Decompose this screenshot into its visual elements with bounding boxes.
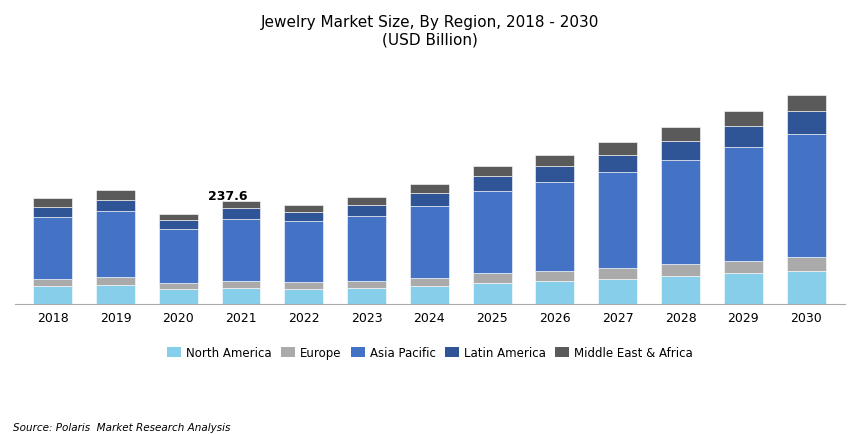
Bar [159, 230, 198, 283]
Bar [347, 206, 386, 217]
Bar [34, 287, 72, 304]
Bar [96, 191, 135, 200]
Text: Source: Polaris  Market Research Analysis: Source: Polaris Market Research Analysis [13, 422, 230, 432]
Bar [473, 283, 512, 304]
Bar [34, 279, 72, 287]
Bar [410, 207, 449, 278]
Bar [724, 127, 763, 147]
Bar [661, 277, 700, 304]
Bar [661, 142, 700, 161]
Bar [34, 207, 72, 218]
Bar [661, 265, 700, 277]
Bar [536, 271, 574, 281]
Bar [410, 194, 449, 207]
Bar [159, 221, 198, 230]
Bar [222, 282, 261, 289]
Bar [787, 271, 826, 304]
Bar [536, 155, 574, 167]
Bar [222, 219, 261, 282]
Bar [285, 205, 323, 212]
Legend: North America, Europe, Asia Pacific, Latin America, Middle East & Africa: North America, Europe, Asia Pacific, Lat… [163, 342, 697, 364]
Bar [473, 192, 512, 274]
Bar [96, 286, 135, 304]
Bar [410, 185, 449, 194]
Bar [536, 167, 574, 183]
Bar [96, 212, 135, 278]
Bar [222, 289, 261, 304]
Bar [159, 289, 198, 304]
Bar [159, 214, 198, 221]
Bar [285, 289, 323, 304]
Bar [347, 288, 386, 304]
Bar [536, 281, 574, 304]
Bar [787, 112, 826, 135]
Bar [159, 283, 198, 289]
Bar [787, 95, 826, 112]
Bar [222, 209, 261, 219]
Bar [410, 286, 449, 304]
Bar [599, 143, 637, 155]
Bar [473, 274, 512, 283]
Bar [661, 161, 700, 265]
Bar [724, 112, 763, 127]
Bar [599, 173, 637, 268]
Bar [787, 257, 826, 271]
Bar [347, 281, 386, 288]
Bar [96, 278, 135, 286]
Bar [410, 278, 449, 286]
Text: 237.6: 237.6 [208, 190, 248, 203]
Bar [599, 268, 637, 279]
Bar [34, 199, 72, 207]
Bar [222, 201, 261, 209]
Bar [347, 217, 386, 281]
Bar [536, 183, 574, 271]
Bar [724, 261, 763, 274]
Bar [473, 166, 512, 177]
Title: Jewelry Market Size, By Region, 2018 - 2030
(USD Billion): Jewelry Market Size, By Region, 2018 - 2… [261, 15, 599, 47]
Bar [96, 200, 135, 212]
Bar [285, 212, 323, 222]
Bar [285, 222, 323, 283]
Bar [724, 274, 763, 304]
Bar [34, 218, 72, 279]
Bar [787, 135, 826, 257]
Bar [473, 177, 512, 192]
Bar [599, 155, 637, 173]
Bar [347, 198, 386, 206]
Bar [724, 147, 763, 261]
Bar [661, 128, 700, 142]
Bar [285, 283, 323, 289]
Bar [599, 279, 637, 304]
